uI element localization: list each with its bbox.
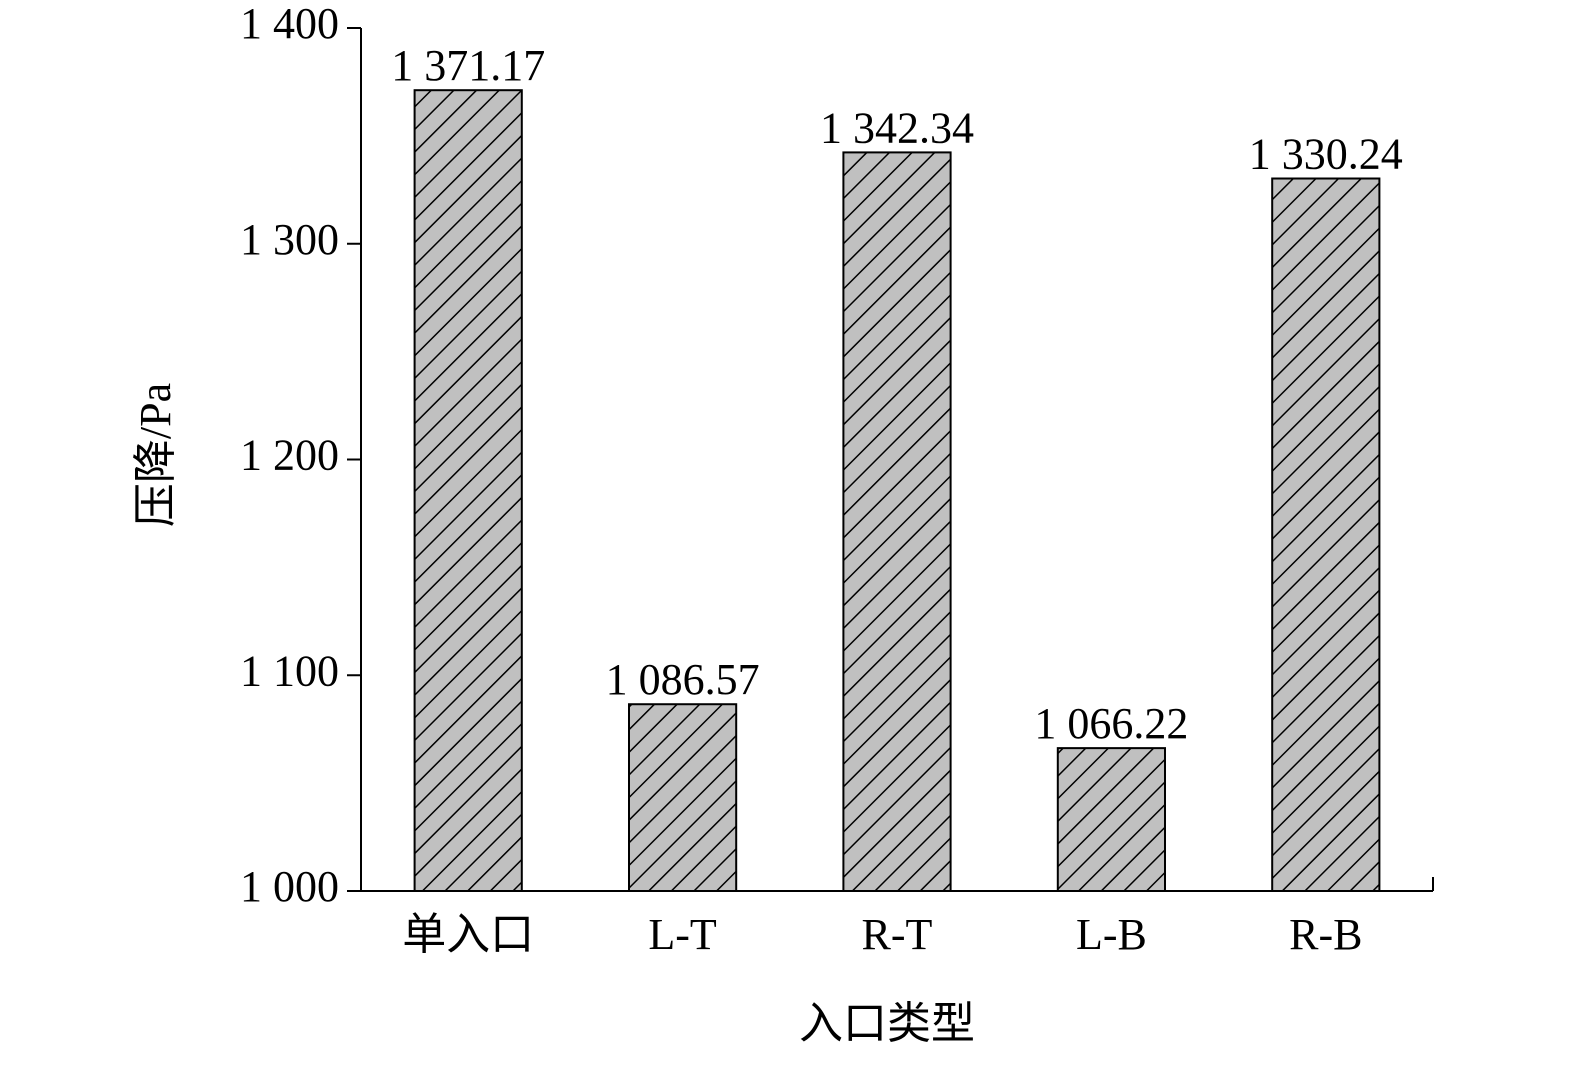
y-tick-label: 1 400 (240, 0, 339, 48)
value-label: 1 330.24 (1249, 130, 1403, 179)
x-tick-label: R-B (1289, 910, 1362, 959)
bar (842, 151, 952, 893)
y-tick-label: 1 000 (240, 862, 339, 911)
bar (1271, 177, 1381, 892)
value-label: 1 086.57 (606, 655, 760, 704)
value-label: 1 066.22 (1034, 699, 1188, 748)
value-label: 1 342.34 (820, 103, 974, 152)
x-tick-label: 单入口 (402, 910, 534, 959)
y-axis-title: 压降/Pa (131, 383, 180, 527)
x-tick-label: L-B (1076, 910, 1147, 959)
y-tick-label: 1 100 (240, 646, 339, 695)
x-axis-title: 入口类型 (799, 999, 975, 1048)
y-tick-label: 1 300 (240, 215, 339, 264)
bar (628, 703, 738, 892)
bar (1056, 747, 1167, 893)
y-tick-label: 1 200 (240, 431, 339, 480)
bar (413, 89, 523, 892)
x-tick-label: R-T (862, 910, 933, 959)
x-tick-label: L-T (648, 910, 717, 959)
value-label: 1 371.17 (391, 41, 545, 90)
